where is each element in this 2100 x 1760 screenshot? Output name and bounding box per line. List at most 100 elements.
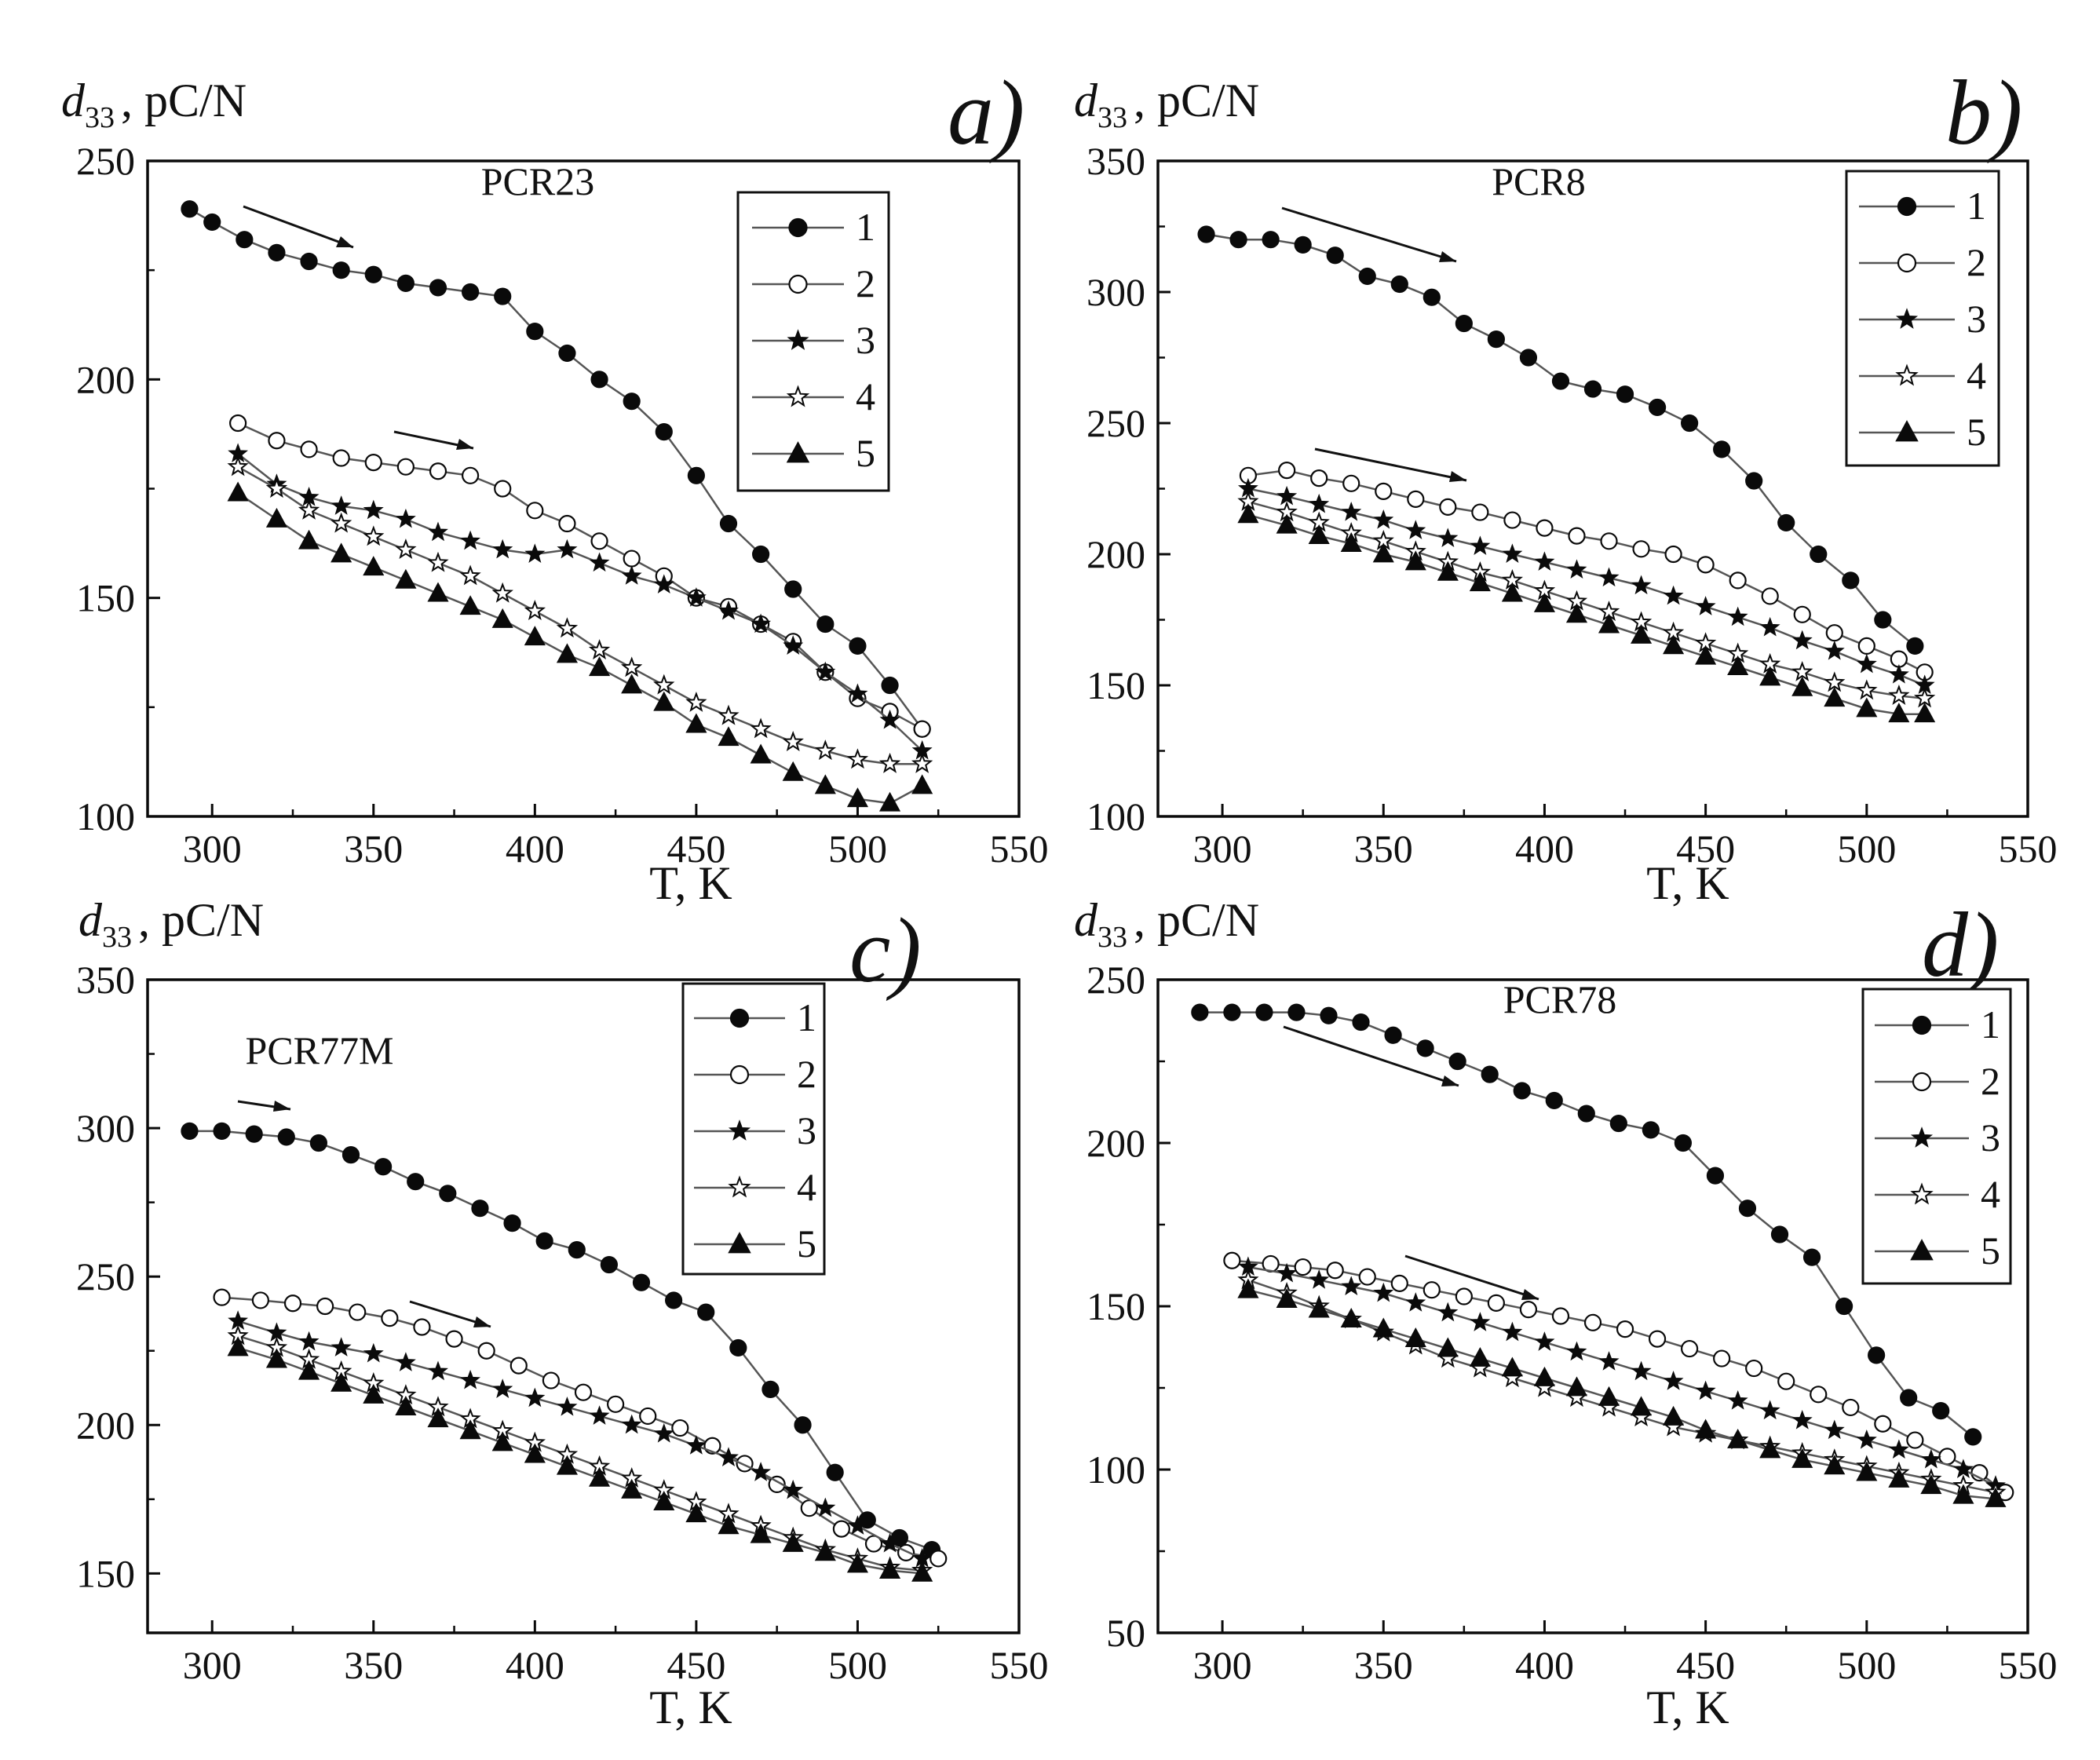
data-point (1888, 1439, 1909, 1459)
data-point (1664, 545, 1682, 564)
data-point (1824, 1419, 1845, 1440)
y-tick-label: 100 (76, 794, 135, 838)
chart-title-panel-b: PCR8 (1492, 159, 1586, 203)
y-tick-label: 200 (76, 357, 135, 401)
panel-a: d33, pC/N a) PCR23 T, K 1 2 3 4 5 300 350… (61, 61, 1049, 909)
data-point (1534, 1331, 1555, 1351)
data-point (590, 371, 608, 389)
data-point (1342, 474, 1360, 492)
x-tick-label: 550 (990, 827, 1049, 871)
data-point (331, 495, 352, 515)
panel-letter-b: b) (1945, 61, 2022, 164)
legend-label: 2 (1981, 1059, 2000, 1103)
legend-marker (728, 1175, 751, 1198)
data-point (1416, 1039, 1434, 1057)
data-point (1706, 1167, 1725, 1185)
x-tick-label: 550 (1999, 1643, 2058, 1687)
data-point (750, 718, 772, 739)
data-point (1695, 1419, 1717, 1439)
data-point (1262, 231, 1280, 249)
y-tick-label: 250 (76, 1254, 135, 1298)
data-point (1340, 1308, 1362, 1328)
data-point (671, 1419, 689, 1437)
y-tick-label: 250 (1087, 401, 1145, 445)
x-tick-label: 500 (1837, 1643, 1896, 1687)
data-point (826, 1463, 844, 1481)
data-point (783, 635, 804, 655)
series-4-panel-a (227, 455, 933, 773)
series-1-panel-b (1197, 225, 1924, 655)
data-point (1287, 1003, 1306, 1021)
data-point (1470, 535, 1491, 556)
data-point (363, 499, 384, 520)
data-point (1471, 503, 1489, 521)
series-line (237, 492, 923, 805)
data-point (229, 414, 247, 433)
y-tick-label: 200 (76, 1403, 135, 1447)
data-point (1842, 1398, 1860, 1417)
data-point (1469, 1346, 1491, 1367)
y-tick-label: 100 (1087, 1448, 1145, 1492)
data-point (494, 480, 512, 498)
series-line (1247, 487, 1926, 687)
data-point (331, 1337, 352, 1357)
series-5-panel-c (227, 1336, 933, 1582)
arrowhead-upper-panel-d (1441, 1075, 1459, 1086)
data-point (459, 564, 481, 586)
panel-letter-a: a) (948, 61, 1024, 164)
data-point (477, 1342, 495, 1360)
data-point (1759, 616, 1780, 637)
data-point (621, 674, 643, 694)
x-tick-label: 300 (183, 1643, 242, 1687)
x-tick-label: 550 (1999, 827, 2058, 871)
x-tick-label: 300 (183, 827, 242, 871)
chart-title-panel-a: PCR23 (481, 159, 595, 203)
x-tick-label: 400 (1515, 1643, 1574, 1687)
data-point (1372, 1317, 1394, 1338)
data-point (524, 626, 546, 646)
data-point (316, 1297, 334, 1316)
data-point (427, 1408, 449, 1428)
data-point (1663, 585, 1684, 605)
data-point (1455, 314, 1473, 333)
series-line (237, 466, 922, 765)
data-point (524, 1387, 546, 1408)
data-point (558, 344, 576, 363)
series-3-panel-d (1237, 1256, 2006, 1495)
x-tick-label: 550 (990, 1643, 1049, 1687)
data-point (251, 1291, 269, 1309)
x-tick-label: 450 (667, 827, 725, 871)
data-point (332, 261, 350, 279)
data-point (1695, 596, 1716, 615)
legend-label: 4 (856, 374, 875, 418)
data-point (814, 1541, 836, 1561)
data-point (1341, 501, 1362, 521)
data-point (623, 393, 641, 411)
data-point (1255, 1003, 1273, 1021)
data-point (929, 1550, 948, 1568)
data-point (1481, 1065, 1499, 1083)
data-point (685, 587, 707, 607)
data-point (1237, 503, 1259, 524)
data-point (396, 458, 415, 476)
data-point (558, 514, 576, 533)
data-point (782, 1532, 804, 1552)
x-tick-label: 500 (828, 827, 887, 871)
data-point (526, 323, 544, 341)
x-axis-label-panel-a: T, K (649, 857, 732, 909)
data-point (1583, 380, 1602, 398)
data-point (653, 1422, 674, 1443)
data-point (1985, 1487, 2007, 1507)
data-point (1501, 1357, 1523, 1377)
legend-marker (1910, 1239, 1934, 1261)
legend-marker (1912, 1015, 1932, 1035)
data-point (719, 514, 738, 533)
data-point (1455, 1287, 1473, 1305)
chart-title-panel-c: PCR77M (246, 1028, 394, 1072)
data-point (685, 1435, 707, 1455)
data-point (1888, 1467, 1910, 1488)
legend-marker (1897, 253, 1917, 273)
data-point (1906, 1431, 1924, 1449)
data-point (1648, 1330, 1667, 1348)
data-point (492, 1378, 513, 1398)
